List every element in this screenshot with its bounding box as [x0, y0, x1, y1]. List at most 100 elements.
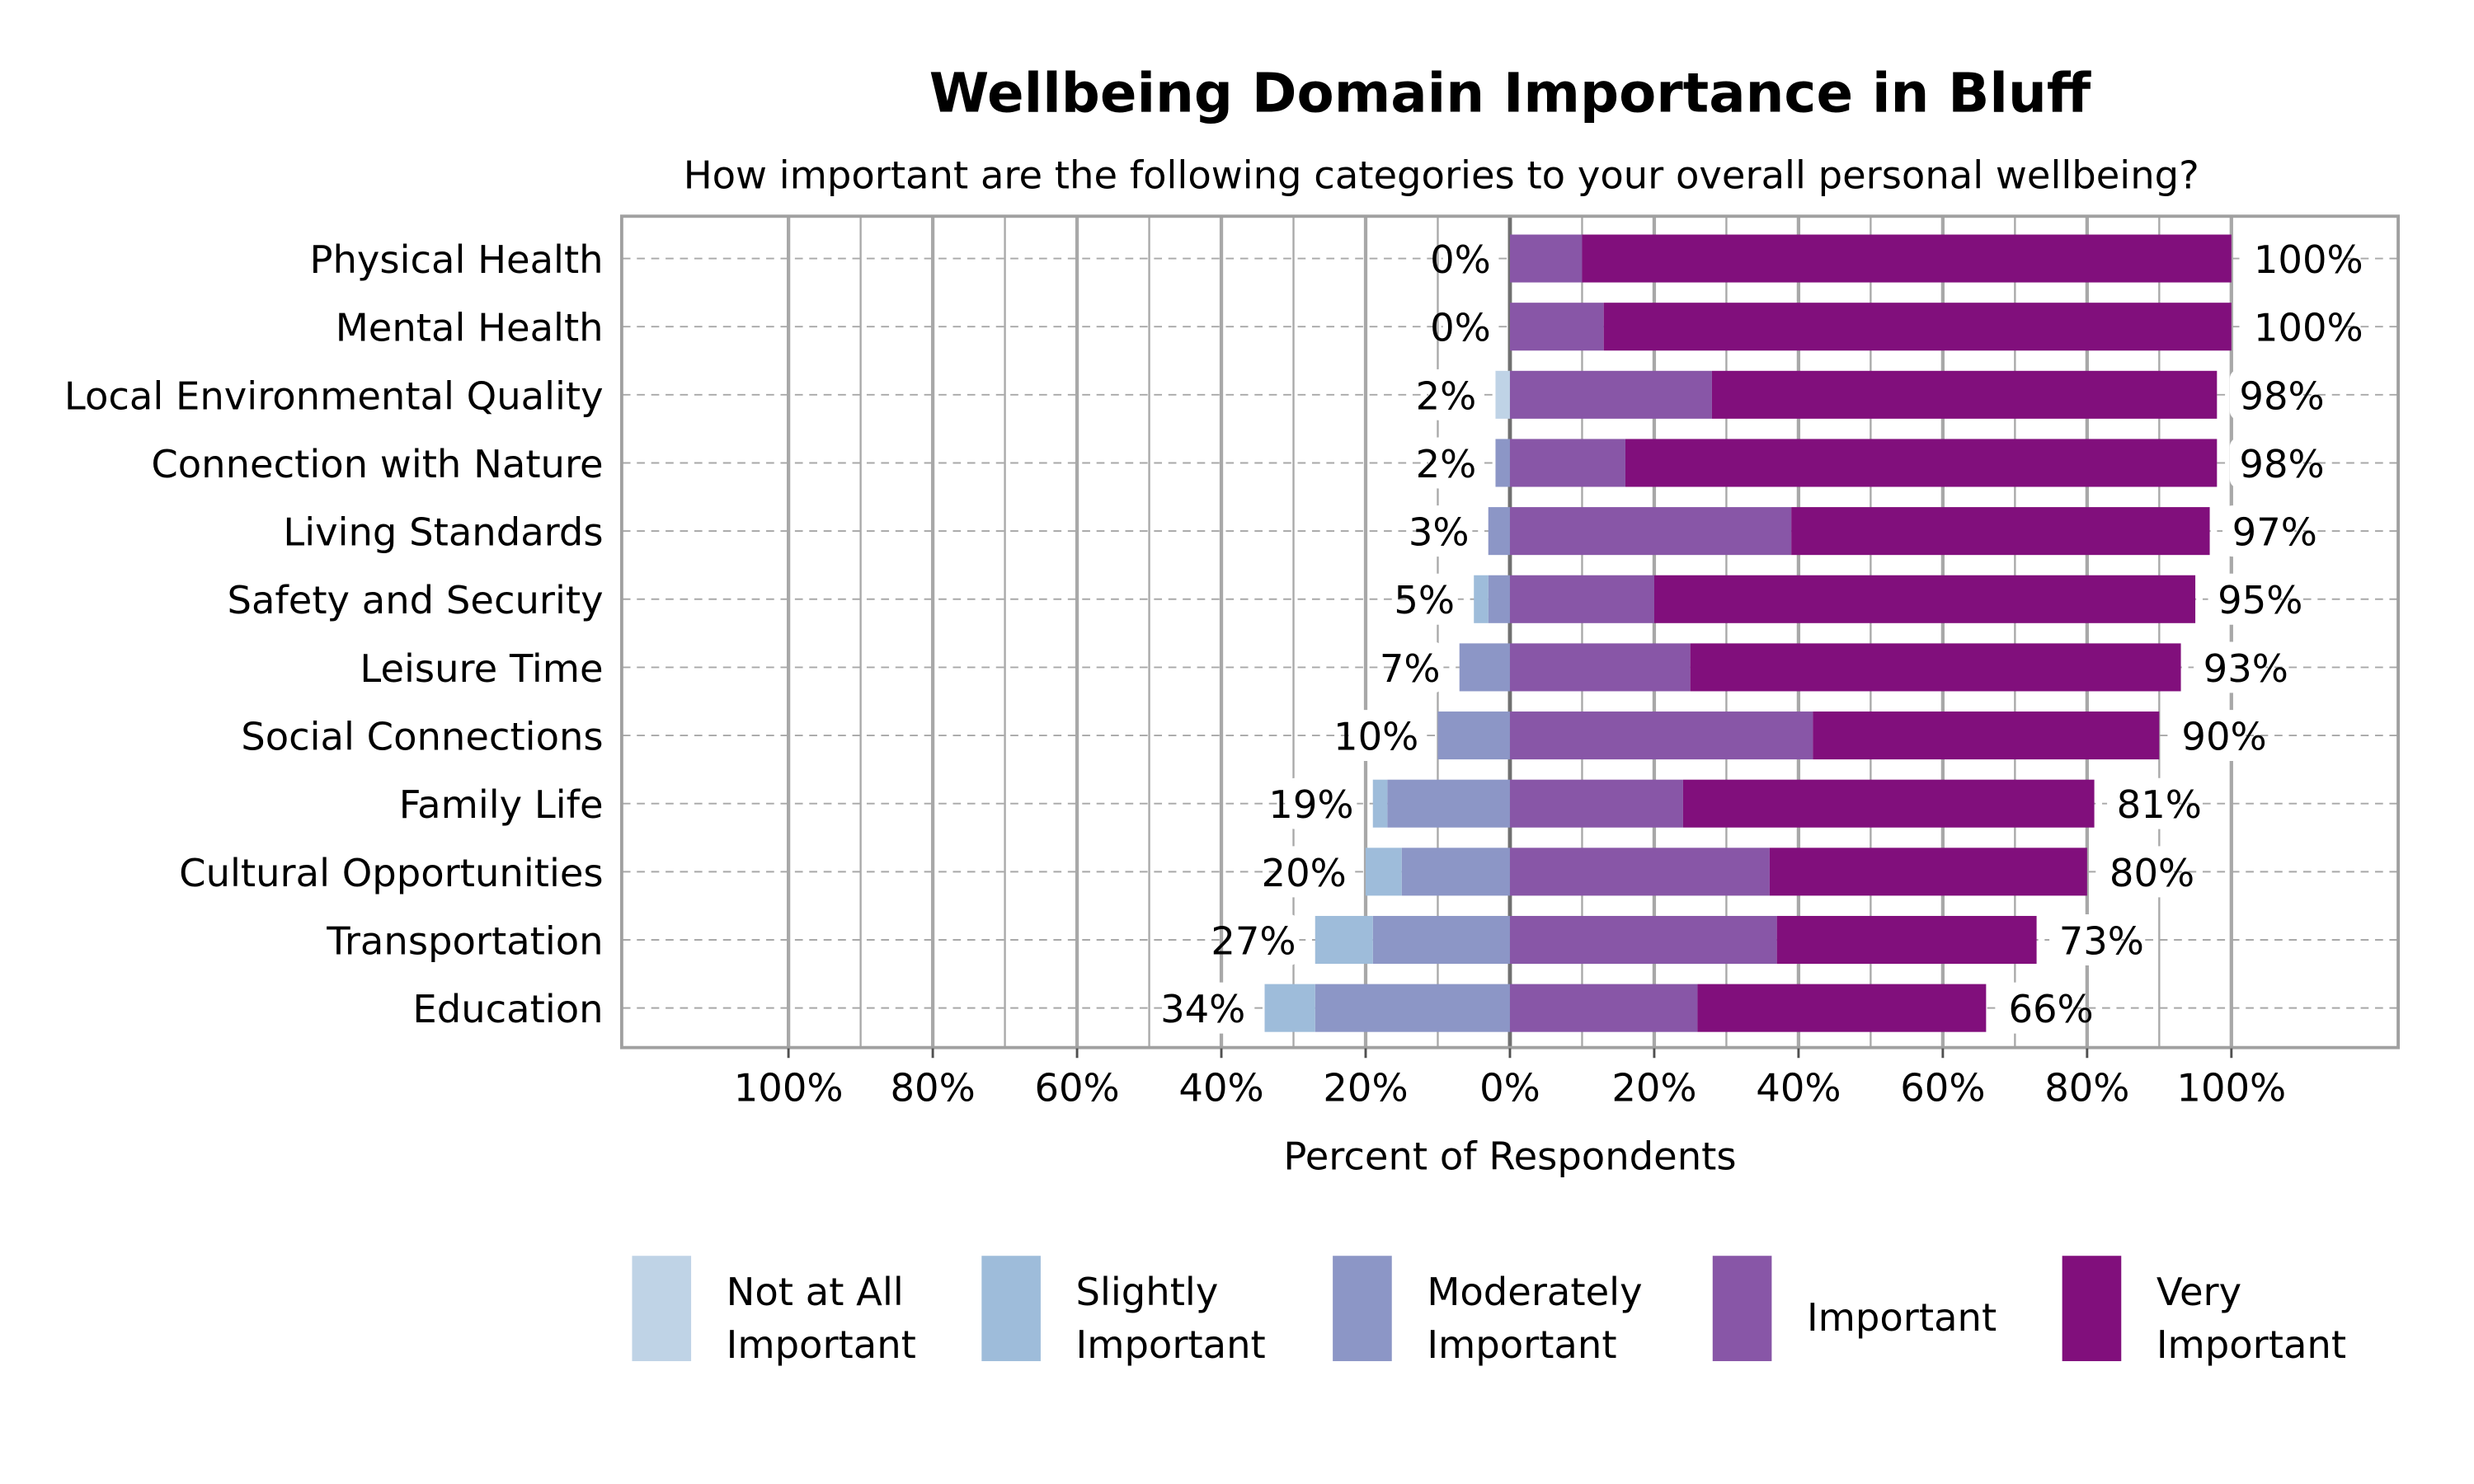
category-label: Safety and Security	[227, 578, 603, 622]
bar-segment	[1387, 779, 1510, 828]
bar-segment	[1509, 711, 1813, 760]
category-label: Education	[412, 987, 603, 1031]
x-tick-label: 60%	[1034, 1065, 1119, 1110]
left-total-label: 2%	[1416, 373, 1477, 418]
bar-segment	[1509, 915, 1777, 965]
bar-segment	[1495, 439, 1510, 487]
legend-label: Important	[1807, 1295, 1997, 1340]
left-total-label: 0%	[1430, 306, 1491, 350]
label-background	[1177, 982, 1249, 1034]
category-label: Living Standards	[283, 510, 603, 555]
legend-label: Important	[1427, 1322, 1616, 1367]
category-label: Social Connections	[241, 714, 603, 758]
label-background	[1442, 232, 1494, 284]
label-background	[1227, 914, 1300, 965]
legend-label: Slightly	[1076, 1270, 1219, 1314]
bar-segment	[1509, 303, 1604, 351]
label-background	[2208, 573, 2280, 625]
bar-segment	[1509, 779, 1683, 828]
left-total-label: 3%	[1409, 510, 1470, 555]
bar-segment	[1401, 848, 1510, 896]
bar-segment	[1776, 915, 2037, 965]
legend-swatch	[981, 1256, 1041, 1361]
legend: Not at All Important Slightly Important Mode…	[632, 1256, 2346, 1367]
right-total-label: 100%	[2254, 237, 2363, 282]
bar-segment	[1509, 234, 1583, 283]
right-total-label: 80%	[2109, 851, 2194, 895]
x-tick-label: 20%	[1323, 1065, 1408, 1110]
bar-segment	[1509, 575, 1654, 623]
legend-label: Important	[1076, 1322, 1266, 1367]
right-total-label: 73%	[2059, 918, 2144, 963]
right-total-label: 66%	[2008, 987, 2093, 1031]
bar-segment	[1769, 848, 2087, 896]
left-total-label: 27%	[1211, 918, 1296, 963]
grid	[622, 217, 2398, 1047]
x-tick-label: 0%	[1479, 1065, 1540, 1110]
label-background	[1442, 301, 1494, 353]
bar-segment	[1372, 915, 1510, 965]
bar-segment	[1509, 984, 1698, 1032]
x-tick-label: 40%	[1756, 1065, 1841, 1110]
left-total-label: 0%	[1430, 237, 1491, 282]
right-total-label: 98%	[2239, 373, 2324, 418]
legend-swatch	[1333, 1256, 1392, 1361]
label-background	[2229, 369, 2302, 420]
label-background	[2229, 437, 2302, 489]
label-background	[1350, 710, 1423, 762]
bar-segment	[1437, 711, 1510, 760]
legend-label: Not at All	[727, 1270, 904, 1314]
legend-label: Important	[727, 1322, 916, 1367]
label-background	[2100, 846, 2172, 898]
right-total-label: 95%	[2218, 578, 2302, 622]
label-background	[2244, 301, 2337, 353]
bar-segment	[1603, 303, 2232, 351]
label-background	[2222, 505, 2295, 557]
bar-segment	[1509, 370, 1712, 419]
bar-segment	[1509, 848, 1770, 896]
bar-segment	[1459, 643, 1510, 692]
x-tick-label: 20%	[1611, 1065, 1696, 1110]
left-total-label: 20%	[1262, 851, 1347, 895]
x-tick-label: 100%	[734, 1065, 844, 1110]
category-label: Connection with Nature	[151, 442, 603, 486]
plot-frame	[619, 214, 2400, 1050]
bar-segment	[1366, 848, 1402, 896]
bar-segment	[1509, 439, 1625, 487]
label-background	[1998, 982, 2071, 1034]
chart-title: Wellbeing Domain Importance in Bluff	[929, 61, 2091, 124]
right-total-label: 100%	[2254, 306, 2363, 350]
bar-segment	[1264, 984, 1315, 1032]
left-total-label: 7%	[1380, 646, 1441, 691]
label-background	[2107, 777, 2180, 829]
legend-swatch	[632, 1256, 692, 1361]
legend-label: Moderately	[1427, 1270, 1642, 1314]
bar-segment	[1509, 507, 1792, 556]
bar-segment	[1474, 575, 1489, 623]
x-tick-label: 40%	[1178, 1065, 1263, 1110]
bar-segment	[1509, 643, 1691, 692]
label-background	[1428, 369, 1480, 420]
bar-segment	[1791, 507, 2210, 556]
x-tick-label: 80%	[890, 1065, 975, 1110]
x-axis-label: Percent of Respondents	[1283, 1134, 1736, 1179]
legend-swatch	[1712, 1256, 1772, 1361]
chart-subtitle: How important are the following categori…	[684, 153, 2199, 197]
x-tick-label: 60%	[1900, 1065, 1985, 1110]
legend-label: Very	[2157, 1270, 2241, 1314]
x-tick-label: 100%	[2176, 1065, 2286, 1110]
category-label: Cultural Opportunities	[179, 851, 603, 895]
category-label: Local Environmental Quality	[64, 373, 604, 418]
bars	[1264, 234, 2232, 1032]
bar-segment	[1315, 915, 1373, 965]
left-total-label: 19%	[1268, 782, 1353, 827]
label-background	[2171, 710, 2244, 762]
category-label: Leisure Time	[360, 646, 603, 691]
label-background	[1277, 846, 1350, 898]
right-total-label: 93%	[2204, 646, 2288, 691]
bar-segment	[1315, 984, 1510, 1032]
label-background	[2244, 232, 2337, 284]
bar-segment	[1653, 575, 2196, 623]
bar-segment	[1488, 507, 1510, 556]
category-label: Transportation	[326, 918, 603, 963]
